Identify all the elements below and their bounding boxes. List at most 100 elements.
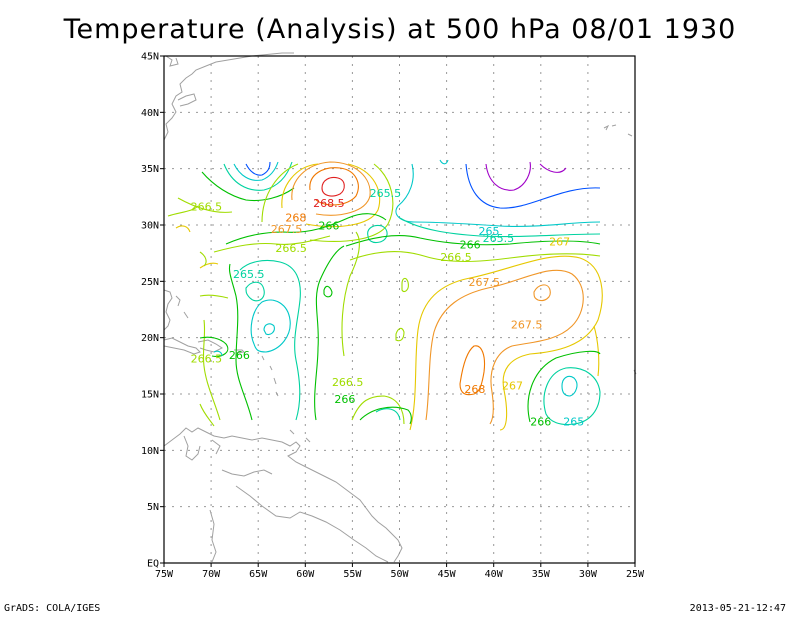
- contour-line-c2665: [167, 205, 199, 217]
- contour-line-c2655: [399, 217, 601, 238]
- contour-line-c2655: [367, 224, 388, 244]
- coastlines: [163, 52, 637, 563]
- lat-tick-label: 15N: [141, 390, 159, 401]
- temperature-contours: [167, 159, 603, 431]
- contour-line-c2650: [263, 323, 275, 336]
- contour-label: 265: [478, 225, 499, 238]
- contour-line-c2665: [395, 327, 405, 342]
- lon-tick-label: 35W: [532, 569, 551, 580]
- lat-tick-label: 20N: [141, 333, 159, 344]
- contour-line-c2650: [213, 350, 223, 357]
- contour-label: 267.5: [511, 319, 543, 332]
- contour-line-c2665: [199, 294, 229, 299]
- contour-label: 265.5: [483, 232, 515, 245]
- contour-line-c2665: [202, 319, 221, 421]
- lon-tick-label: 30W: [579, 569, 598, 580]
- contour-label: 266: [229, 349, 250, 362]
- map-title: Temperature (Analysis) at 500 hPa 08/01 …: [63, 14, 737, 45]
- contour-label: 266: [334, 393, 355, 406]
- contour-line-c2655: [223, 161, 293, 191]
- contour-line-c2670: [175, 225, 191, 233]
- contour-label: 267.5: [469, 276, 501, 289]
- contour-line-c2665: [351, 395, 405, 425]
- lat-tick-label: 10N: [141, 446, 159, 457]
- lat-tick-label: 25N: [141, 277, 159, 288]
- contour-line-c2675: [533, 284, 551, 302]
- contour-label: 267: [549, 235, 570, 248]
- contour-line-c2685: [321, 176, 345, 197]
- contour-line-c2660: [359, 406, 412, 425]
- contour-label: 266.5: [191, 200, 223, 213]
- contour-line-c2660: [345, 235, 601, 247]
- contour-label: 266.5: [275, 242, 307, 255]
- lat-tick-label: 5N: [147, 502, 159, 513]
- contour-line-c2655: [375, 408, 401, 421]
- lon-tick-label: 65W: [249, 569, 268, 580]
- contour-line-c2665: [199, 251, 207, 267]
- contour-line-c2670: [409, 255, 603, 431]
- contour-line-c2650: [561, 375, 578, 397]
- contour-line-c2665: [213, 235, 331, 253]
- contour-line-c2660: [323, 285, 333, 298]
- contour-line-c2650: [250, 299, 291, 353]
- contour-line-c2650: [233, 161, 279, 181]
- footer-timestamp: 2013-05-21-12:47: [689, 603, 786, 614]
- contour-line-c2670: [281, 163, 381, 228]
- footer-credit: GrADS: COLA/IGES: [4, 603, 101, 614]
- lat-tick-label: 40N: [141, 108, 159, 119]
- contour-line-c2660: [201, 171, 295, 202]
- contour-line-c2655: [245, 281, 265, 302]
- contour-line-cold2: [539, 163, 567, 173]
- contour-line-c2660: [314, 245, 345, 421]
- contour-label: 268: [285, 212, 306, 225]
- contour-line-c2665: [199, 403, 215, 427]
- contour-line-c2655: [239, 259, 301, 421]
- lon-tick-label: 45W: [438, 569, 457, 580]
- contour-label: 266.5: [191, 352, 223, 365]
- grid-lines: [164, 56, 635, 563]
- contour-line-c2660: [527, 350, 601, 423]
- lon-tick-label: 70W: [202, 569, 221, 580]
- contour-label: 266: [318, 220, 339, 233]
- contour-line-cold2: [485, 161, 531, 191]
- contour-line-cold1: [465, 163, 601, 209]
- contour-line-c2665: [349, 251, 601, 263]
- lon-tick-label: 60W: [296, 569, 315, 580]
- contour-line-c2660: [225, 213, 387, 245]
- contour-line-cold1: [245, 161, 271, 176]
- contour-line-c2665: [401, 277, 409, 293]
- contour-label: 266.5: [332, 376, 364, 389]
- contour-label: 266: [460, 239, 481, 252]
- contour-line-c2650: [395, 163, 601, 227]
- lat-tick-label: 30N: [141, 221, 159, 232]
- contour-line-c2665: [261, 163, 394, 242]
- contour-label: 266: [530, 416, 551, 429]
- lon-tick-label: 40W: [485, 569, 504, 580]
- lon-tick-label: 55W: [343, 569, 362, 580]
- lat-tick-label: EQ: [147, 559, 159, 570]
- contour-label: 265.5: [370, 187, 402, 200]
- contour-label: 268: [464, 383, 485, 396]
- contour-label: 266.5: [440, 251, 472, 264]
- lat-tick-label: 45N: [141, 52, 159, 63]
- contour-line-c2655: [543, 367, 601, 426]
- lon-tick-label: 50W: [390, 569, 409, 580]
- contour-line-c2675: [291, 161, 371, 216]
- contour-line-c2665: [341, 231, 360, 357]
- contour-label: 267.5: [271, 223, 303, 236]
- contour-line-c2665: [177, 197, 233, 213]
- contour-label: 265: [563, 416, 584, 429]
- contour-label: 267: [502, 379, 523, 392]
- lat-tick-label: 35N: [141, 164, 159, 175]
- contour-line-c2675: [425, 269, 584, 425]
- contour-line-c2660: [199, 336, 229, 357]
- contour-line-c2670: [593, 325, 600, 377]
- contour-line-c2680: [309, 167, 359, 206]
- contour-line-c2660: [228, 263, 253, 421]
- map-frame: [163, 55, 636, 564]
- lon-tick-label: 75W: [155, 569, 174, 580]
- contour-line-c2650: [439, 159, 449, 165]
